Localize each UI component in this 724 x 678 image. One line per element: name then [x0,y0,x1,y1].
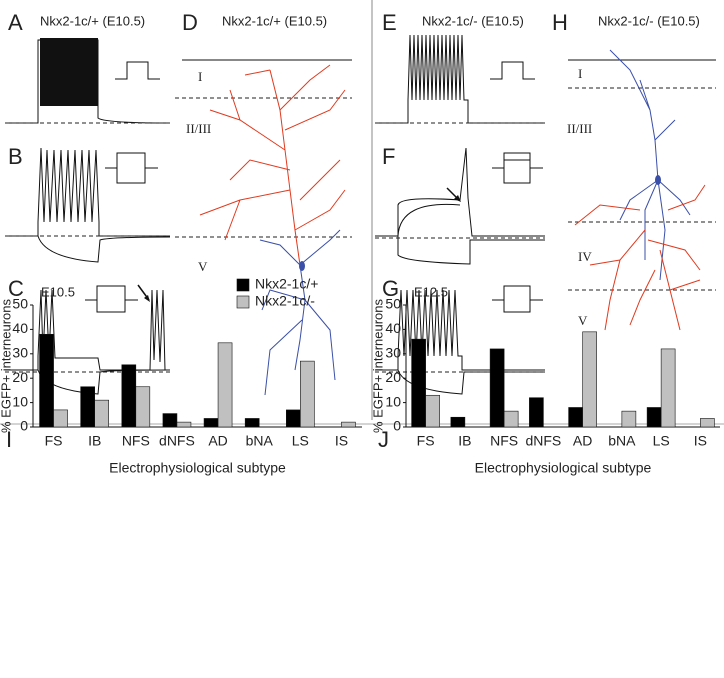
bar [450,416,466,428]
x-tick-label: bNA [608,433,636,449]
morphology-d [175,59,352,396]
x-axis-label: Electrophysiological subtype [109,460,286,476]
bar [217,342,233,428]
trace-b [5,147,171,263]
y-tick-label: 30 [12,345,28,361]
x-axis-label: Electrophysiological subtype [475,460,652,476]
layer-label: I [578,66,582,81]
panel-letter: B [8,144,23,169]
x-tick-label: AD [208,433,227,449]
panel-letter: I [6,427,12,452]
layer-label: V [578,313,588,328]
panel-letter: J [378,427,389,452]
layer-label: I [198,69,202,84]
x-tick-label: IB [458,433,471,449]
x-tick-label: IS [694,433,707,449]
layer-label: II/III [567,121,592,136]
bar [53,409,68,428]
x-tick-label: AD [573,433,592,449]
x-tick-label: FS [417,433,435,449]
bar [646,407,662,428]
panel-letter: E [382,10,397,35]
legend-swatch [236,295,250,309]
chart-label: E10.5 [41,284,75,299]
y-axis-label: % EGFP+ interneurons [0,298,13,433]
layer-label: IV [578,249,592,264]
y-axis-label: % EGFP+ interneurons [370,298,385,433]
bar [341,421,356,428]
bar [94,399,109,428]
bar [244,418,260,428]
x-tick-label: LS [292,433,309,449]
bar [582,331,597,428]
panel-letter: G [382,276,399,301]
trace-c [5,284,171,395]
y-tick-label: 0 [20,418,28,434]
x-tick-label: FS [45,433,63,449]
bar [660,348,676,428]
y-tick-label: 30 [385,345,401,361]
bar [411,338,426,428]
x-tick-label: LS [653,433,670,449]
panel-letter: A [8,10,23,35]
panel-letter: C [8,276,24,301]
bar [286,409,301,428]
legend-label: Nkx2-1c/+ [255,276,318,292]
panel-letter: H [552,10,568,35]
bar [425,394,440,428]
bar [176,421,192,428]
trace-e [375,34,545,124]
bar [162,413,178,428]
bar [39,333,54,428]
bar [621,410,637,428]
layer-label: II/III [186,121,211,136]
legend-swatch [236,278,250,292]
panel-title: Nkx2-1c/+ (E10.5) [222,13,327,28]
legend-label: Nkx2-1c/- [255,293,315,309]
bar [135,386,151,428]
x-tick-label: dNFS [159,433,195,449]
bar [503,410,519,428]
panel-title: Nkx2-1c/- (E10.5) [422,13,524,28]
chart-label: E12.5 [414,284,448,299]
bar [80,386,95,428]
bar [489,348,505,428]
panel-letter: F [382,144,395,169]
x-tick-label: IS [335,433,348,449]
x-tick-label: bNA [246,433,274,449]
panel-letter: D [182,10,198,35]
panel-title: Nkx2-1c/- (E10.5) [598,13,700,28]
x-tick-label: dNFS [525,433,561,449]
morphology-h [568,49,716,331]
bar [529,397,544,428]
y-tick-label: 0 [393,418,401,434]
x-tick-label: NFS [122,433,150,449]
bar [121,364,137,428]
bar [300,360,315,428]
y-tick-label: 40 [12,320,28,336]
y-tick-label: 20 [385,369,401,385]
y-tick-label: 10 [385,393,401,409]
x-tick-label: IB [88,433,101,449]
bar [568,407,583,428]
x-tick-label: NFS [490,433,518,449]
bar [203,418,219,428]
panel-title: Nkx2-1c/+ (E10.5) [40,13,145,28]
y-tick-label: 10 [12,393,28,409]
bar [700,418,715,428]
y-tick-label: 50 [12,296,28,312]
trace-f [375,147,545,265]
layer-label: V [198,259,208,274]
trace-a [5,38,171,124]
y-tick-label: 20 [12,369,28,385]
y-tick-label: 40 [385,320,401,336]
y-tick-label: 50 [385,296,401,312]
